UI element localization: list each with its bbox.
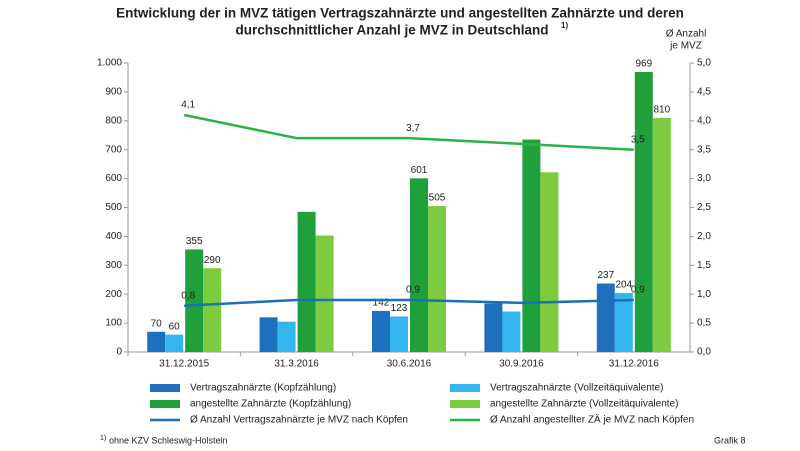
- bar: [502, 311, 521, 352]
- y2-axis-label: je MVZ: [669, 41, 702, 52]
- chart-title: durchschnittlicher Anzahl je MVZ in Deut…: [235, 23, 548, 38]
- legend-label: Vertragszahnärzte (Kopfzählung): [190, 383, 336, 394]
- x-tick-label: 31.12.2015: [159, 359, 209, 370]
- data-label: 60: [169, 321, 181, 332]
- legend-swatch: [150, 400, 180, 408]
- bar: [484, 303, 503, 352]
- bar: [315, 235, 334, 352]
- data-label: 4,1: [181, 100, 195, 111]
- y2-axis-label: Ø Anzahl: [666, 29, 707, 40]
- y-tick-label: 1.000: [97, 58, 122, 69]
- bar: [165, 334, 184, 352]
- bar: [596, 283, 615, 352]
- bar: [277, 321, 296, 352]
- y-tick-label: 900: [105, 87, 122, 98]
- x-tick-label: 31.3.2016: [274, 359, 319, 370]
- y2-tick-label: 5,0: [697, 58, 711, 69]
- y2-tick-label: 0,5: [697, 318, 711, 329]
- data-label: 355: [186, 236, 203, 247]
- bar: [634, 71, 653, 353]
- bar: [185, 249, 204, 352]
- data-label: 3,7: [406, 123, 420, 134]
- bar: [147, 331, 166, 352]
- y2-tick-label: 2,0: [697, 231, 711, 242]
- data-label: 969: [635, 59, 652, 70]
- y-tick-label: 0: [116, 347, 122, 358]
- x-tick-label: 30.9.2016: [499, 359, 544, 370]
- y2-tick-label: 1,0: [697, 289, 711, 300]
- caption: Grafik 8: [714, 435, 746, 445]
- bar: [259, 317, 278, 352]
- x-tick-label: 31.12.2016: [609, 359, 659, 370]
- data-label: 810: [653, 105, 670, 116]
- legend-label: angestellte Zahnärzte (Vollzeitäquivalen…: [490, 399, 678, 410]
- legend-swatch: [150, 384, 180, 392]
- footnote-mark: 1): [100, 435, 106, 442]
- y2-tick-label: 0,0: [697, 347, 711, 358]
- data-label: 204: [615, 280, 632, 291]
- y-tick-label: 800: [105, 115, 122, 126]
- y2-tick-label: 4,5: [697, 87, 711, 98]
- y-tick-label: 300: [105, 260, 122, 271]
- y-tick-label: 600: [105, 173, 122, 184]
- data-label: 0,8: [181, 290, 195, 301]
- legend-label: Ø Anzahl Vertragszahnärzte je MVZ nach K…: [190, 415, 408, 426]
- y-tick-label: 700: [105, 144, 122, 155]
- x-tick-label: 30.6.2016: [387, 359, 432, 370]
- bar: [410, 178, 428, 352]
- bar: [540, 172, 559, 352]
- y-tick-label: 500: [105, 202, 122, 213]
- bar: [428, 206, 446, 352]
- y2-tick-label: 3,0: [697, 173, 711, 184]
- title-note: 1): [561, 21, 568, 30]
- chart-title: Entwicklung der in MVZ tätigen Vertragsz…: [116, 6, 684, 21]
- bar: [297, 211, 316, 352]
- y2-tick-label: 4,0: [697, 115, 711, 126]
- data-label: 3,5: [631, 134, 645, 145]
- y2-tick-label: 3,5: [697, 144, 711, 155]
- bar: [614, 293, 633, 352]
- y-tick-label: 100: [105, 318, 122, 329]
- data-label: 237: [597, 270, 614, 281]
- data-label: 0,9: [406, 285, 420, 296]
- legend-label: angestellte Zahnärzte (Kopfzählung): [190, 399, 351, 410]
- data-label: 0,9: [631, 285, 645, 296]
- legend-swatch: [450, 384, 480, 392]
- data-label: 505: [429, 193, 446, 204]
- footnote: ohne KZV Schleswig-Holstein: [109, 435, 228, 445]
- data-label: 123: [391, 303, 408, 314]
- bar: [203, 268, 222, 352]
- y2-tick-label: 1,5: [697, 260, 711, 271]
- bar: [652, 117, 671, 352]
- legend-swatch: [450, 400, 480, 408]
- data-label: 70: [151, 318, 163, 329]
- line: [183, 113, 634, 151]
- y2-tick-label: 2,5: [697, 202, 711, 213]
- data-label: 290: [204, 255, 221, 266]
- legend-label: Vertragszahnärzte (Vollzeitäquivalente): [490, 383, 663, 394]
- bar: [390, 316, 408, 352]
- data-label: 142: [373, 298, 390, 309]
- line: [184, 298, 634, 308]
- bar: [372, 310, 390, 352]
- bar: [522, 139, 541, 352]
- data-label: 601: [411, 165, 428, 176]
- y-tick-label: 200: [105, 289, 122, 300]
- legend-label: Ø Anzahl angestellter ZÄ je MVZ nach Köp…: [490, 414, 694, 426]
- y-tick-label: 400: [105, 231, 122, 242]
